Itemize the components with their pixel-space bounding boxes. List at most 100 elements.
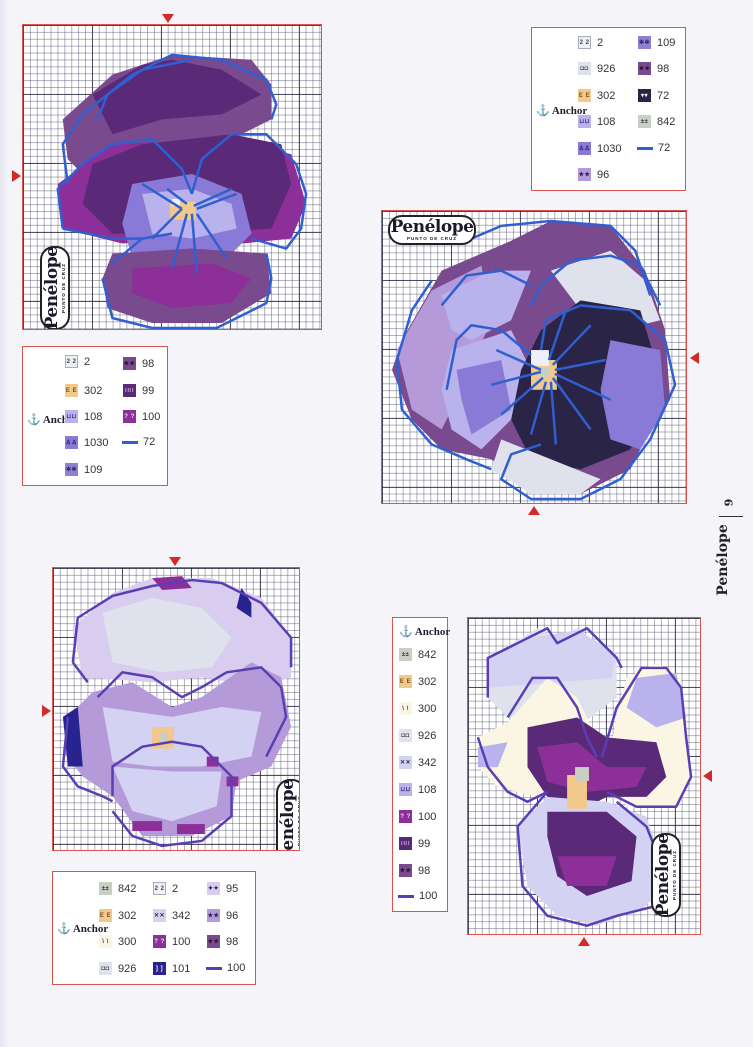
swatch-95: ✦✦ bbox=[207, 882, 220, 895]
swatch-342: ✕✕ bbox=[153, 909, 166, 922]
anchor-label: ⚓ Anchor bbox=[536, 105, 588, 117]
swatch-302: E E bbox=[578, 89, 591, 102]
legend-item: ±± 842 bbox=[638, 115, 675, 128]
legend-item: E E 302 bbox=[578, 89, 616, 102]
penelope-logo: Penélope PUNTO DE CRUZ bbox=[40, 246, 70, 329]
legend-item: ✦✦ 95 bbox=[207, 882, 239, 895]
page-folio: 9 Penélope bbox=[714, 492, 747, 612]
backstitch-line-72 bbox=[122, 440, 138, 444]
swatch-926: ◘◘ bbox=[99, 962, 112, 975]
swatch-101: ] ] bbox=[153, 962, 166, 975]
swatch-2: 2 2 bbox=[578, 36, 591, 49]
legend-item: ∷∷ 99 bbox=[399, 837, 430, 850]
penelope-logo: Penélope PUNTO DE CRUZ bbox=[651, 833, 681, 917]
swatch-98: ★★ bbox=[638, 62, 651, 75]
legend-item: ] ] 101 bbox=[153, 962, 190, 975]
legend-item: ? ? 100 bbox=[153, 935, 191, 948]
legend-item: \ \ 300 bbox=[399, 702, 436, 715]
swatch-842: ±± bbox=[99, 882, 112, 895]
center-marker-bottom bbox=[578, 937, 590, 946]
legend-item: ±± 842 bbox=[99, 882, 136, 895]
center-marker-top bbox=[162, 14, 174, 23]
swatch-302: E E bbox=[399, 675, 412, 688]
legend-item: ? ? 100 bbox=[123, 410, 161, 423]
swatch-842: ±± bbox=[638, 115, 651, 128]
legend-item: 100 bbox=[398, 890, 437, 902]
page-edge bbox=[0, 0, 10, 1047]
swatch-96: ★★ bbox=[207, 909, 220, 922]
backstitch-line-100 bbox=[206, 966, 222, 970]
center-marker-bottom bbox=[528, 506, 540, 515]
legend-item: ★★ 96 bbox=[578, 168, 610, 181]
backstitch-line-72 bbox=[637, 146, 653, 150]
penelope-logo: Penélope PUNTO DE CRUZ bbox=[388, 215, 476, 245]
center-marker-left bbox=[12, 170, 21, 182]
legend-item: ♙♙ 1030 bbox=[578, 142, 622, 155]
swatch-100: ? ? bbox=[399, 810, 412, 823]
penelope-logo: Penélope PUNTO DE CRUZ bbox=[276, 779, 299, 850]
legend-item: ▾▾ 72 bbox=[638, 89, 669, 102]
legend-item: ∷∷ 99 bbox=[123, 384, 154, 397]
pansy-pattern-4 bbox=[476, 627, 693, 927]
swatch-108: ⊔⊔ bbox=[399, 783, 412, 796]
legend-item: ⊔⊔ 108 bbox=[578, 115, 616, 128]
swatch-98: ★★ bbox=[207, 935, 220, 948]
legend-item: ⊔⊔ 108 bbox=[399, 783, 437, 796]
legend-item: ◘◘ 926 bbox=[399, 729, 436, 742]
swatch-302: E E bbox=[99, 909, 112, 922]
legend-item: 72 bbox=[637, 142, 670, 154]
legend-item: E E 302 bbox=[99, 909, 137, 922]
swatch-2: 2 2 bbox=[153, 882, 166, 895]
swatch-109: ✲✲ bbox=[65, 463, 78, 476]
legend-item: ★★ 98 bbox=[207, 935, 239, 948]
legend-item: ✕✕ 342 bbox=[153, 909, 191, 922]
legend-item: ✲✲ 109 bbox=[65, 463, 103, 476]
legend-item: ★★ 96 bbox=[207, 909, 239, 922]
pansy-pattern-3 bbox=[61, 576, 293, 848]
swatch-842: ±± bbox=[399, 648, 412, 661]
center-marker-right bbox=[690, 352, 699, 364]
swatch-100: ? ? bbox=[153, 935, 166, 948]
pansy-pattern-1 bbox=[56, 53, 308, 329]
folio-brand: Penélope bbox=[714, 524, 731, 596]
swatch-300: \ \ bbox=[399, 702, 412, 715]
swatch-1030: ♙♙ bbox=[65, 436, 78, 449]
folio-rule bbox=[719, 516, 743, 517]
legend-item: ◘◘ 926 bbox=[578, 62, 615, 75]
swatch-109: ✲✲ bbox=[638, 36, 651, 49]
legend-item: ⊔⊔ 108 bbox=[65, 410, 103, 423]
legend-item: ✕✕ 342 bbox=[399, 756, 437, 769]
legend-item: 100 bbox=[206, 962, 245, 974]
legend-item: ✲✲ 109 bbox=[638, 36, 676, 49]
legend-item: ★★ 98 bbox=[638, 62, 670, 75]
legend-item: ★★ 98 bbox=[123, 357, 155, 370]
cross-stitch-chart-4: Penélope PUNTO DE CRUZ bbox=[467, 617, 701, 935]
legend-item: E E 302 bbox=[399, 675, 437, 688]
legend-item: ◘◘ 926 bbox=[99, 962, 136, 975]
legend-item: ? ? 100 bbox=[399, 810, 437, 823]
swatch-98: ★★ bbox=[399, 864, 412, 877]
swatch-302: E E bbox=[65, 384, 78, 397]
swatch-72: ▾▾ bbox=[638, 89, 651, 102]
swatch-99: ∷∷ bbox=[123, 384, 136, 397]
swatch-108: ⊔⊔ bbox=[65, 410, 78, 423]
swatch-926: ◘◘ bbox=[578, 62, 591, 75]
page-number: 9 bbox=[722, 498, 736, 507]
anchor-label: ⚓ Anchor bbox=[399, 626, 451, 638]
anchor-label: ⚓ Anchor bbox=[57, 923, 109, 935]
center-marker-right bbox=[703, 770, 712, 782]
backstitch-line-100 bbox=[398, 894, 414, 898]
center-marker-top bbox=[169, 557, 181, 566]
legend-item: E E 302 bbox=[65, 384, 103, 397]
swatch-1030: ♙♙ bbox=[578, 142, 591, 155]
cross-stitch-chart-1: Penélope PUNTO DE CRUZ bbox=[22, 24, 322, 330]
swatch-98: ★★ bbox=[123, 357, 136, 370]
swatch-100: ? ? bbox=[123, 410, 136, 423]
center-marker-left bbox=[42, 705, 51, 717]
legend-item: \ \ 300 bbox=[99, 935, 136, 948]
